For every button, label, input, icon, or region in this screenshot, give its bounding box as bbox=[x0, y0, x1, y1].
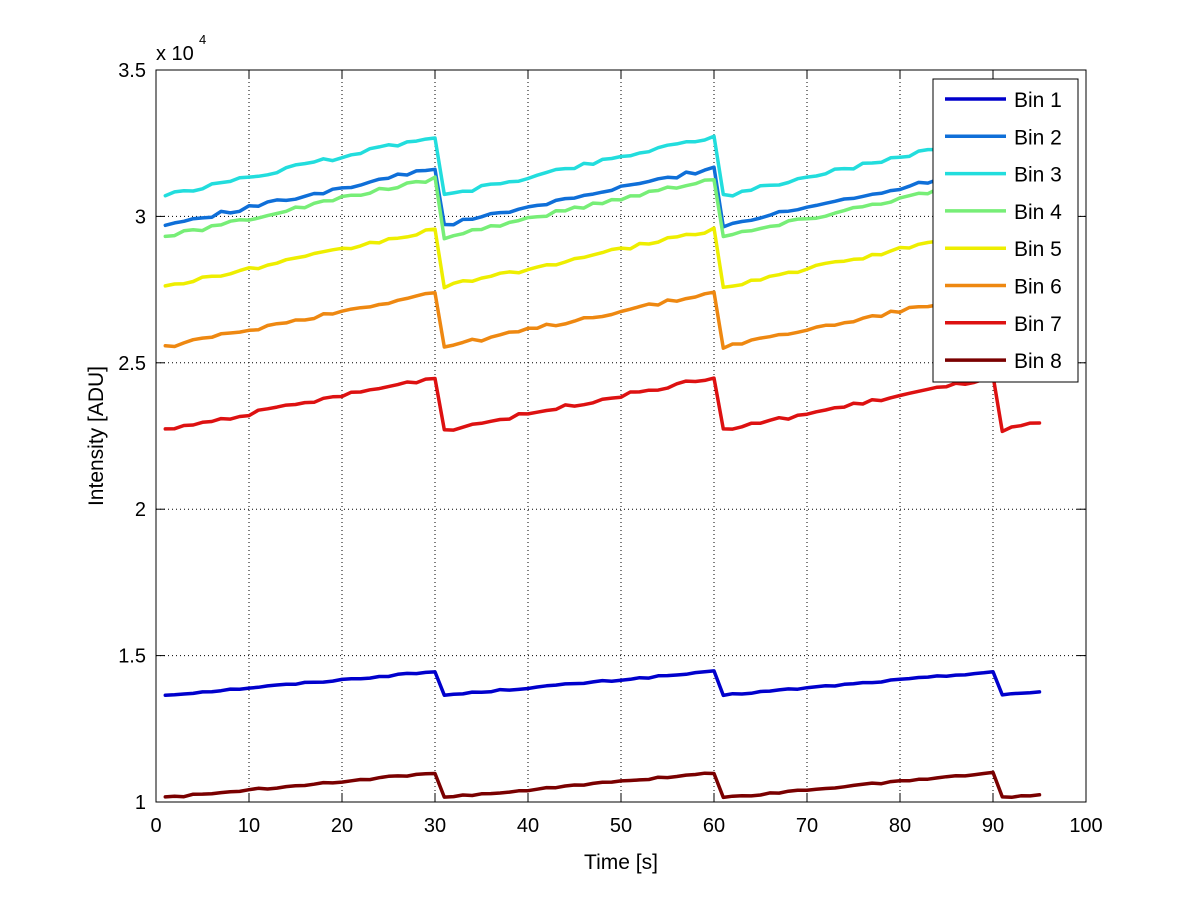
series-layer bbox=[163, 132, 1042, 800]
ticks bbox=[155, 69, 1087, 803]
series-line-bin-4 bbox=[163, 175, 1042, 241]
series-line-bin-8 bbox=[163, 770, 1042, 800]
x-tick-label: 50 bbox=[610, 815, 632, 837]
y-tick-label: 1 bbox=[135, 792, 146, 814]
y-tick-label: 3 bbox=[135, 206, 146, 228]
legend-label-bin-4: Bin 4 bbox=[1014, 201, 1062, 224]
y-tick-label: 3.5 bbox=[118, 60, 146, 82]
legend-label-bin-1: Bin 1 bbox=[1014, 89, 1062, 112]
x-tick-label: 30 bbox=[424, 815, 446, 837]
legend-label-bin-3: Bin 3 bbox=[1014, 164, 1062, 187]
legend-label-bin-8: Bin 8 bbox=[1014, 350, 1062, 373]
legend-label-bin-5: Bin 5 bbox=[1014, 238, 1062, 261]
series-line-bin-3 bbox=[163, 132, 1042, 200]
x-tick-label: 40 bbox=[517, 815, 539, 837]
y-multiplier-base: x 10 bbox=[156, 43, 194, 65]
y-multiplier-exponent: 4 bbox=[199, 32, 206, 47]
series-line-bin-5 bbox=[163, 226, 1042, 290]
legend-items: Bin 1 Bin 2 Bin 3 Bin 4 Bin 5 Bin 6 Bin 7 Bin 8 bbox=[945, 89, 1062, 373]
x-tick-label: 100 bbox=[1069, 815, 1102, 837]
legend: Bin 1 Bin 2 Bin 3 Bin 4 Bin 5 Bin 6 Bin 7 Bin 8 bbox=[932, 78, 1079, 383]
series-line-bin-6 bbox=[163, 290, 1042, 350]
x-tick-label: 70 bbox=[796, 815, 818, 837]
legend-label-bin-7: Bin 7 bbox=[1014, 313, 1062, 336]
legend-label-bin-6: Bin 6 bbox=[1014, 276, 1062, 299]
y-tick-label: 2.5 bbox=[118, 353, 146, 375]
x-tick-label: 90 bbox=[982, 815, 1004, 837]
grid bbox=[156, 70, 1086, 802]
legend-label-bin-2: Bin 2 bbox=[1014, 126, 1062, 149]
series-line-bin-7 bbox=[163, 374, 1042, 434]
series-line-bin-1 bbox=[163, 669, 1042, 698]
x-tick-label: 60 bbox=[703, 815, 725, 837]
series-line-bin-2 bbox=[163, 165, 1042, 229]
y-tick-label: 2 bbox=[135, 499, 146, 521]
y-tick-label: 1.5 bbox=[118, 646, 146, 668]
x-tick-label: 10 bbox=[238, 815, 260, 837]
x-axis-label: Time [s] bbox=[584, 851, 658, 874]
x-tick-label: 0 bbox=[150, 815, 161, 837]
tick-labels: 0 10 20 30 40 50 60 70 80 90 100 1 1.5 2 2.5 3 3.5 bbox=[118, 60, 1103, 837]
legend-box bbox=[932, 78, 1079, 383]
x-tick-label: 20 bbox=[331, 815, 353, 837]
y-axis-label: Intensity [ADU] bbox=[85, 366, 108, 506]
x-tick-label: 80 bbox=[889, 815, 911, 837]
